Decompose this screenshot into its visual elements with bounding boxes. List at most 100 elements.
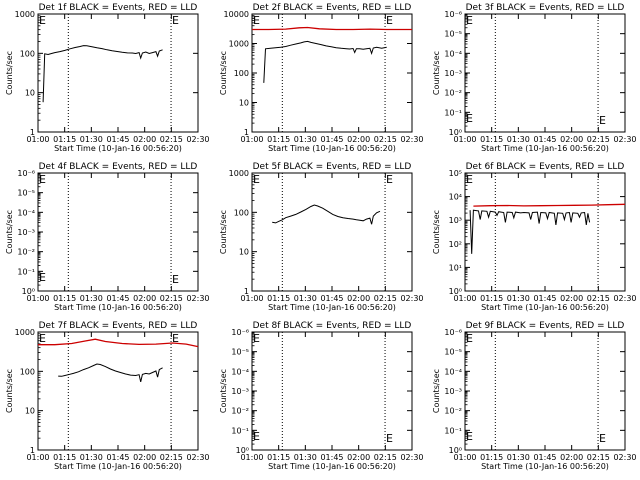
- y-tick-label: 10: [239, 99, 249, 108]
- x-axis-label: Start Time (10-Jan-16 00:56:20): [54, 303, 182, 312]
- x-tick-label: 02:15: [160, 294, 183, 303]
- e-marker: E: [39, 14, 46, 27]
- x-tick-label: 01:15: [267, 294, 290, 303]
- y-axis-label: Counts/sec: [219, 210, 228, 254]
- e-marker: E: [466, 14, 473, 27]
- panel-det-9: Det 9f BLACK = Events, RED = LLD 01:00 01:…: [432, 321, 637, 471]
- x-tick-label: 02:30: [186, 453, 209, 462]
- x-axis-label: Start Time (10-Jan-16 00:56:20): [481, 462, 609, 471]
- x-tick-label: 01:00: [453, 135, 476, 144]
- y-tick-label: 1000: [229, 40, 249, 49]
- y-tick-label: 10⁰: [449, 287, 462, 296]
- panel-title: Det 9f BLACK = Events, RED = LLD: [466, 321, 625, 331]
- x-tick-label: 01:45: [533, 135, 556, 144]
- y-tick-label: 100: [20, 49, 35, 58]
- x-tick-label: 01:15: [480, 294, 503, 303]
- panel-title: Det 1f BLACK = Events, RED = LLD: [39, 3, 198, 13]
- x-tick-label: 02:00: [560, 294, 583, 303]
- panel-title: Det 3f BLACK = Events, RED = LLD: [466, 3, 625, 13]
- y-tick-label: 10⁻⁴: [231, 367, 249, 376]
- x-tick-label: 02:30: [400, 453, 423, 462]
- x-tick-label: 02:15: [374, 135, 397, 144]
- y-tick-label: 10⁻²: [231, 407, 249, 416]
- e-marker: E: [599, 114, 606, 127]
- x-tick-label: 01:45: [320, 453, 343, 462]
- y-axis-label: Counts/sec: [5, 210, 14, 254]
- y-tick-label: 10²: [449, 240, 462, 249]
- y-tick-label: 10⁻⁶: [17, 169, 35, 178]
- e-marker: E: [253, 430, 260, 443]
- e-marker: E: [466, 112, 473, 125]
- y-tick-label: 10⁻¹: [17, 267, 35, 276]
- y-axis-label: Counts/sec: [5, 51, 14, 95]
- x-tick-label: 01:45: [320, 135, 343, 144]
- y-tick-label: 10⁻⁵: [231, 348, 249, 357]
- panel-title: Det 5f BLACK = Events, RED = LLD: [253, 162, 412, 172]
- x-tick-label: 02:15: [160, 453, 183, 462]
- x-tick-label: 02:00: [347, 135, 370, 144]
- x-tick-label: 01:15: [480, 135, 503, 144]
- y-tick-label: 10¹: [449, 263, 462, 272]
- x-tick-label: 02:15: [587, 294, 610, 303]
- y-tick-label: 1: [30, 446, 35, 455]
- x-tick-label: 02:00: [133, 135, 156, 144]
- e-marker: E: [386, 173, 393, 186]
- x-axis-label: Start Time (10-Jan-16 00:56:20): [481, 303, 609, 312]
- e-marker: E: [253, 332, 260, 345]
- x-tick-label: 02:30: [613, 294, 636, 303]
- panel-det-5: Det 5f BLACK = Events, RED = LLD 01:00 01:…: [219, 162, 424, 312]
- x-tick-label: 01:45: [320, 294, 343, 303]
- x-tick-label: 01:30: [294, 453, 317, 462]
- x-tick-label: 02:00: [560, 453, 583, 462]
- y-tick-label: 10⁻⁶: [444, 10, 462, 19]
- x-tick-label: 01:00: [26, 135, 49, 144]
- y-tick-label: 10³: [449, 216, 462, 225]
- plot-frame: [251, 172, 413, 292]
- e-marker: E: [172, 332, 179, 345]
- x-tick-label: 01:45: [106, 135, 129, 144]
- y-tick-label: 10⁻¹: [444, 426, 462, 435]
- y-axis-label: Counts/sec: [432, 369, 441, 413]
- x-axis-label: Start Time (10-Jan-16 00:56:20): [268, 462, 396, 471]
- x-tick-label: 01:30: [294, 294, 317, 303]
- e-marker: E: [386, 14, 393, 27]
- x-tick-label: 01:45: [533, 294, 556, 303]
- y-tick-label: 10⁻³: [231, 387, 249, 396]
- y-tick-label: 100: [234, 208, 249, 217]
- x-tick-label: 02:15: [374, 453, 397, 462]
- x-tick-label: 01:30: [80, 453, 103, 462]
- y-tick-label: 10⁻²: [17, 248, 35, 257]
- panel-title: Det 4f BLACK = Events, RED = LLD: [39, 162, 198, 172]
- events-series-line: [272, 204, 381, 225]
- y-tick-label: 10⁻⁴: [444, 367, 462, 376]
- y-tick-label: 10⁰: [449, 446, 462, 455]
- y-tick-label: 100: [234, 69, 249, 78]
- x-axis-label: Start Time (10-Jan-16 00:56:20): [268, 144, 396, 153]
- y-tick-label: 10⁻¹: [231, 426, 249, 435]
- x-tick-label: 01:00: [240, 453, 263, 462]
- x-axis-label: Start Time (10-Jan-16 00:56:20): [481, 144, 609, 153]
- x-tick-label: 01:30: [80, 294, 103, 303]
- e-marker: E: [466, 332, 473, 345]
- y-tick-label: 1000: [15, 10, 35, 19]
- x-tick-label: 01:30: [507, 294, 530, 303]
- panel-det-2: Det 2f BLACK = Events, RED = LLD 01:00 01:…: [219, 3, 424, 153]
- x-tick-label: 02:30: [613, 453, 636, 462]
- x-tick-label: 01:45: [106, 294, 129, 303]
- x-tick-label: 02:00: [347, 294, 370, 303]
- y-tick-label: 1: [244, 128, 249, 137]
- e-marker: E: [466, 430, 473, 443]
- x-tick-label: 01:00: [26, 453, 49, 462]
- y-tick-label: 10⁰: [22, 287, 35, 296]
- e-marker: E: [599, 432, 606, 445]
- y-tick-label: 10000: [224, 10, 249, 19]
- x-tick-label: 01:30: [507, 135, 530, 144]
- e-marker: E: [172, 273, 179, 286]
- plot-frame: [37, 331, 199, 451]
- y-tick-label: 10⁻³: [444, 387, 462, 396]
- x-tick-label: 01:15: [53, 294, 76, 303]
- x-tick-label: 01:00: [26, 294, 49, 303]
- panel-title: Det 2f BLACK = Events, RED = LLD: [253, 3, 412, 13]
- x-tick-label: 02:00: [133, 294, 156, 303]
